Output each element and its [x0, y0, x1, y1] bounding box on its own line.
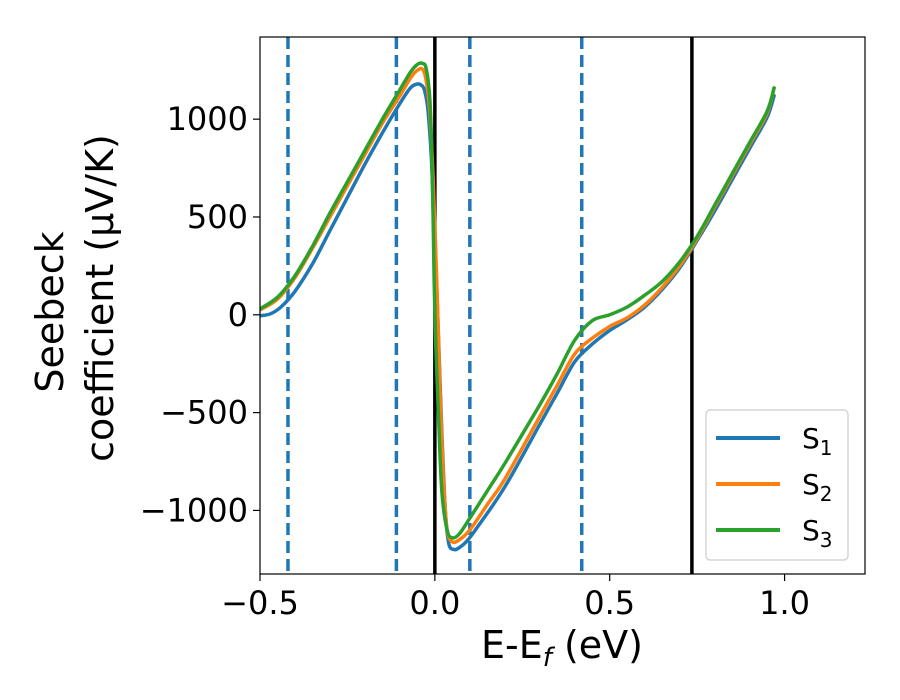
plot-frame — [259, 36, 866, 575]
series-line-S2 — [260, 66, 776, 545]
y-tick-label: −1000 — [140, 491, 248, 529]
x-tick-label: 0.5 — [584, 584, 635, 622]
x-tick-label: −0.5 — [221, 584, 299, 622]
y-tick-label: 0 — [228, 296, 248, 334]
series-line-S3 — [260, 61, 776, 540]
legend-label: S2 — [802, 468, 833, 506]
x-tick-label: 0.0 — [409, 584, 460, 622]
legend: S1 S2 S3 — [705, 409, 849, 561]
y-axis: −1000 −500 0 500 1000 — [140, 100, 260, 529]
legend-label: S1 — [802, 422, 833, 460]
y-axis-title-line1: Seebeck — [28, 231, 72, 392]
series-layer — [260, 61, 776, 552]
x-tick-label: 1.0 — [759, 584, 810, 622]
x-axis: −0.5 0.0 0.5 1.0 — [221, 574, 810, 622]
y-tick-label: 500 — [187, 198, 248, 236]
y-tick-label: −500 — [160, 394, 248, 432]
series-line-S1 — [260, 82, 776, 552]
legend-label: S3 — [802, 514, 833, 552]
y-axis-title-line2: coefficient (μV/K) — [78, 134, 122, 462]
x-axis-title: E-Ef (eV) — [481, 623, 643, 673]
y-tick-label: 1000 — [167, 100, 248, 138]
